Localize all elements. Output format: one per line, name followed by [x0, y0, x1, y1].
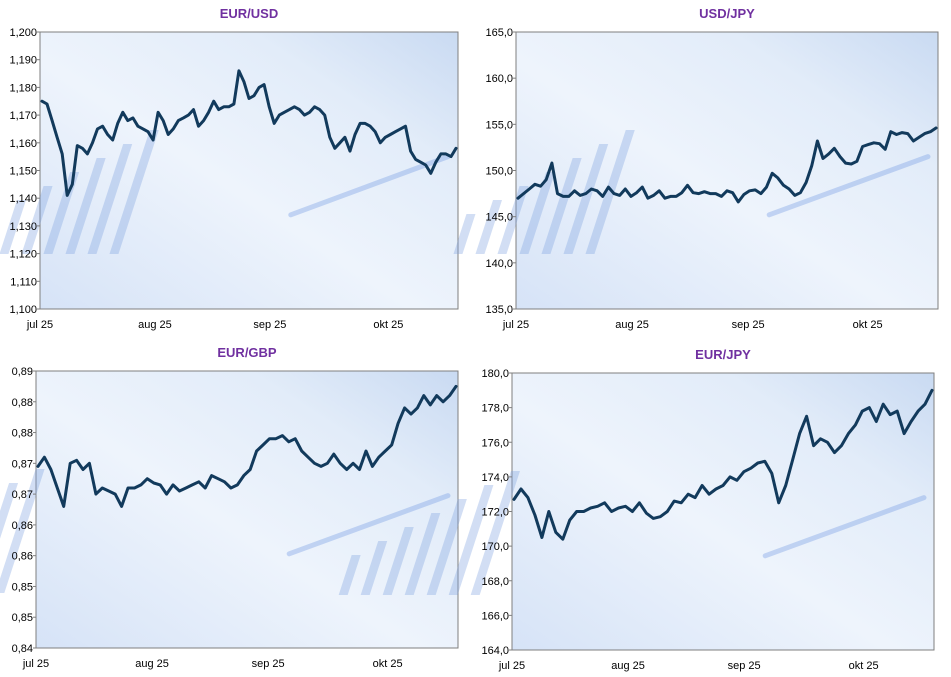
y-tick-label: 1,100	[9, 304, 37, 316]
y-tick-label: 1,110	[10, 276, 37, 288]
x-tick-label: okt 25	[373, 319, 403, 331]
y-tick-label: 164,0	[481, 645, 509, 657]
chart-panel-3: EUR/JPY 164,0 166,0 168,0 170,0 172,0 174,0 176…	[338, 347, 935, 672]
x-tick-label: jul 25	[502, 319, 529, 331]
y-tick-label: 0,87	[12, 458, 33, 470]
x-tick-label: jul 25	[22, 658, 49, 670]
y-tick-label: 140,0	[485, 258, 513, 270]
y-tick-label: 1,140	[9, 193, 37, 205]
chart-title: EUR/USD	[220, 6, 279, 21]
y-tick-label: 180,0	[481, 368, 509, 380]
x-tick-label: jul 25	[498, 660, 525, 672]
chart-title: EUR/GBP	[217, 345, 277, 360]
x-tick-label: sep 25	[252, 658, 285, 670]
series-line-eur-jpy	[512, 388, 934, 541]
y-tick-label: 0,87	[12, 489, 33, 501]
y-tick-label: 0,86	[12, 551, 33, 563]
x-tick-label: okt 25	[373, 658, 403, 670]
y-tick-label: 1,200	[9, 27, 37, 39]
y-tick-label: 0,89	[12, 366, 33, 378]
x-tick-label: jul 25	[26, 319, 53, 331]
series-line-eur-gbp	[36, 384, 458, 508]
y-tick-label: 178,0	[481, 403, 509, 415]
y-tick-label: 160,0	[485, 73, 513, 85]
y-tick-label: 1,160	[9, 138, 37, 150]
y-tick-label: 1,120	[9, 249, 37, 261]
y-tick-label: 168,0	[481, 576, 509, 588]
y-tick-label: 0,85	[12, 581, 33, 593]
y-tick-label: 0,86	[12, 520, 33, 532]
y-tick-label: 145,0	[485, 212, 513, 224]
y-tick-label: 1,130	[9, 221, 37, 233]
background-decoration	[0, 130, 451, 254]
x-tick-label: okt 25	[853, 319, 883, 331]
y-tick-label: 172,0	[481, 507, 509, 519]
series-line-eur-usd	[40, 69, 458, 197]
chart-panel-2: EUR/GBP 0,84 0,85 0,85 0,86 0,86 0,87 0,87 0,88 0…	[0, 345, 459, 670]
y-tick-label: 165,0	[485, 27, 513, 39]
y-tick-label: 0,88	[12, 428, 33, 440]
x-tick-label: sep 25	[253, 319, 286, 331]
chart-panel-0: EUR/USD 1,100 1,110 1,120 1,130 1,140 1,150 1,1…	[0, 6, 459, 331]
background-decoration	[0, 469, 451, 593]
plot-area	[35, 370, 459, 649]
x-tick-label: sep 25	[732, 319, 765, 331]
y-tick-label: 155,0	[485, 119, 513, 131]
y-tick-label: 166,0	[481, 610, 509, 622]
y-tick-label: 1,190	[9, 55, 37, 67]
y-tick-label: 1,180	[9, 82, 37, 94]
y-tick-label: 170,0	[481, 541, 509, 553]
x-tick-label: aug 25	[611, 660, 645, 672]
y-tick-label: 0,85	[12, 612, 33, 624]
y-tick-label: 0,88	[12, 397, 33, 409]
y-tick-label: 176,0	[481, 437, 509, 449]
y-tick-label: 0,84	[12, 643, 33, 655]
chart-panel-1: USD/JPY 135,0 140,0 145,0 150,0 155,0 160,0 165…	[453, 6, 939, 331]
y-tick-label: 174,0	[481, 472, 509, 484]
x-tick-label: sep 25	[728, 660, 761, 672]
background-decoration	[338, 471, 927, 595]
background-decoration	[453, 130, 931, 254]
series-line-usd-jpy	[516, 126, 938, 204]
x-tick-label: aug 25	[138, 319, 172, 331]
y-tick-label: 150,0	[485, 166, 513, 178]
x-tick-label: aug 25	[135, 658, 169, 670]
x-tick-label: okt 25	[849, 660, 879, 672]
x-tick-label: aug 25	[615, 319, 649, 331]
y-tick-label: 1,170	[9, 110, 37, 122]
y-tick-label: 1,150	[9, 166, 37, 178]
chart-title: USD/JPY	[699, 6, 755, 21]
chart-title: EUR/JPY	[695, 347, 751, 362]
plot-area	[515, 31, 939, 310]
y-tick-label: 135,0	[485, 304, 513, 316]
plot-area	[39, 31, 459, 310]
